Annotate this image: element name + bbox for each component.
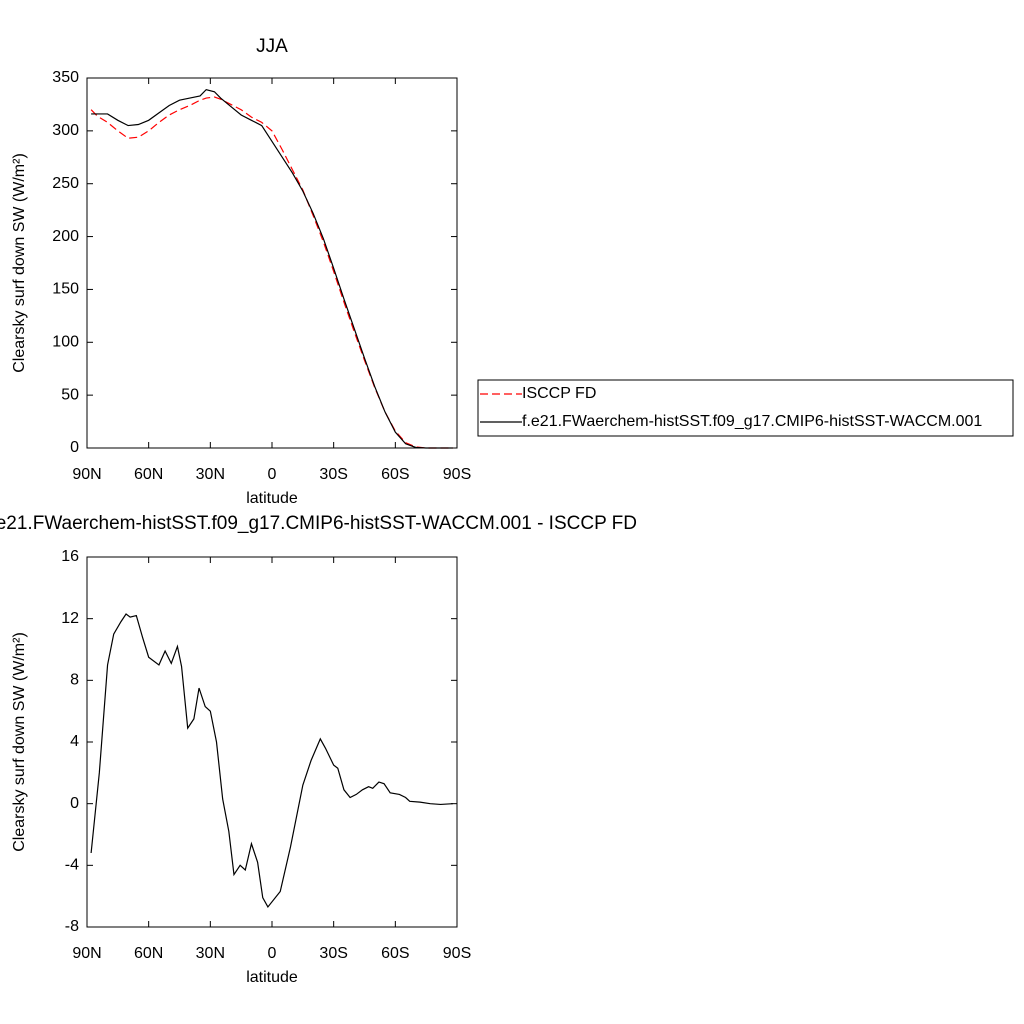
x-tick-label: 30N xyxy=(196,945,225,962)
x-tick-label: 90N xyxy=(72,466,101,483)
y-tick-label: 50 xyxy=(61,386,79,403)
y-tick-label: 12 xyxy=(61,610,79,627)
plot-frame xyxy=(86,556,458,928)
x-tick-label: 90N xyxy=(72,945,101,962)
y-tick-label: 8 xyxy=(70,672,79,689)
y-tick-label: -4 xyxy=(65,857,79,874)
y-tick-label: 200 xyxy=(52,228,79,245)
x-tick-label: 30S xyxy=(319,466,347,483)
y-tick-label: 300 xyxy=(52,122,79,139)
x-tick-label: 30S xyxy=(319,945,347,962)
data-line xyxy=(90,96,453,449)
data-line xyxy=(90,613,453,909)
y-axis-label: Clearsky surf down SW (W/m²) xyxy=(11,153,28,373)
x-axis-label: latitude xyxy=(246,490,298,507)
y-tick-label: 150 xyxy=(52,281,79,298)
x-tick-label: 90S xyxy=(443,466,471,483)
y-tick-label: 250 xyxy=(52,175,79,192)
x-tick-label: 30N xyxy=(196,466,225,483)
y-tick-label: 350 xyxy=(52,69,79,86)
x-tick-label: 60S xyxy=(381,945,409,962)
y-tick-label: -8 xyxy=(65,918,79,935)
data-line xyxy=(91,88,453,449)
plot-frame xyxy=(86,77,458,449)
y-axis-label: Clearsky surf down SW (W/m²) xyxy=(11,632,28,852)
legend-label: f.e21.FWaerchem-histSST.f09_g17.CMIP6-hi… xyxy=(522,413,982,430)
x-tick-label: 90S xyxy=(443,945,471,962)
y-tick-label: 16 xyxy=(61,548,79,565)
y-tick-label: 0 xyxy=(70,795,79,812)
legend-box xyxy=(477,379,1014,437)
x-tick-label: 60N xyxy=(134,945,163,962)
y-tick-label: 0 xyxy=(70,439,79,456)
x-axis-label: latitude xyxy=(246,969,298,986)
y-tick-label: 100 xyxy=(52,334,79,351)
chart-title: f.e21.FWaerchem-histSST.f09_g17.CMIP6-hi… xyxy=(0,513,637,534)
chart-title: JJA xyxy=(256,36,288,57)
x-tick-label: 60S xyxy=(381,466,409,483)
y-tick-label: 4 xyxy=(70,733,79,750)
x-tick-label: 60N xyxy=(134,466,163,483)
legend-label: ISCCP FD xyxy=(522,385,596,402)
x-tick-label: 0 xyxy=(268,945,277,962)
x-tick-label: 0 xyxy=(268,466,277,483)
